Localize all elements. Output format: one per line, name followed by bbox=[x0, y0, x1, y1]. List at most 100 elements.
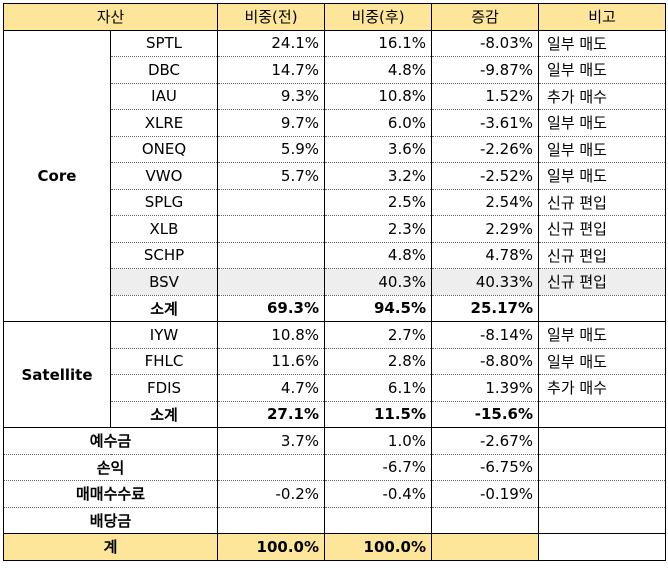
ticker-cell: IYW bbox=[110, 321, 219, 349]
weight-after-cell: 4.8% bbox=[324, 242, 433, 269]
change-cell: 40.33% bbox=[431, 268, 540, 296]
weight-after-cell: 4.8% bbox=[324, 56, 433, 84]
weight-before-cell: 11.6% bbox=[217, 348, 326, 375]
table-row: ONEQ 5.9% 3.6% -2.26% 일부 매도 bbox=[4, 136, 667, 163]
weight-after-cell: 10.8% bbox=[324, 83, 433, 110]
table-row: Core SPTL 24.1% 16.1% -8.03% 일부 매도 bbox=[3, 30, 667, 322]
weight-before-cell: 5.9% bbox=[217, 136, 326, 163]
change-cell: 2.54% bbox=[431, 189, 540, 216]
change-cell: -2.52% bbox=[431, 162, 540, 190]
weight-after-cell bbox=[324, 507, 433, 534]
note-cell: 신규 편입 bbox=[538, 268, 667, 296]
group-label-core: Core bbox=[3, 30, 111, 322]
weight-after-cell: 2.8% bbox=[324, 348, 433, 375]
subtotal-change: 25.17% bbox=[431, 295, 540, 322]
note-cell: 일부 매도 bbox=[538, 348, 667, 375]
weight-after-cell: 6.1% bbox=[324, 374, 433, 402]
header-row: 자산 비중(전) 비중(후) 증감 비고 bbox=[2, 3, 667, 31]
change-cell: -8.03% bbox=[431, 30, 540, 57]
ticker-cell: SCHP bbox=[110, 242, 219, 269]
subtotal-change: -15.6% bbox=[431, 401, 540, 428]
table-row: 손익 -6.7% -6.75% bbox=[2, 454, 667, 481]
subtotal-note bbox=[538, 401, 667, 428]
weight-after-cell: 2.3% bbox=[324, 215, 433, 243]
note-cell bbox=[538, 454, 667, 481]
subtotal-label: 소계 bbox=[110, 295, 219, 322]
row-label: 손익 bbox=[2, 454, 219, 481]
table-row: 배당금 bbox=[2, 507, 667, 534]
row-label: 예수금 bbox=[2, 427, 219, 455]
row-label: 배당금 bbox=[2, 507, 219, 534]
weight-before-cell bbox=[217, 507, 326, 534]
weight-after-cell: 16.1% bbox=[324, 30, 433, 57]
table-row: Satellite IYW 10.8% 2.7% -8.14% 일부 매도 bbox=[3, 321, 667, 428]
weight-after-cell: 6.0% bbox=[324, 109, 433, 137]
change-cell: 2.29% bbox=[431, 215, 540, 243]
total-change bbox=[431, 533, 540, 561]
change-cell: -0.19% bbox=[431, 480, 540, 508]
ticker-cell: VWO bbox=[110, 162, 219, 190]
ticker-cell: FHLC bbox=[110, 348, 219, 375]
table-row: 예수금 3.7% 1.0% -2.67% bbox=[2, 427, 667, 455]
change-cell bbox=[431, 507, 540, 534]
note-cell: 일부 매도 bbox=[538, 321, 667, 349]
change-cell: 4.78% bbox=[431, 242, 540, 269]
weight-after-cell: -0.4% bbox=[324, 480, 433, 508]
weight-before-cell bbox=[217, 268, 326, 296]
table-row: SPLG 2.5% 2.54% 신규 편입 bbox=[4, 189, 667, 216]
ticker-cell: DBC bbox=[110, 56, 219, 84]
change-cell: -6.75% bbox=[431, 454, 540, 481]
change-cell: -3.61% bbox=[431, 109, 540, 137]
table-row: SCHP 4.8% 4.78% 신규 편입 bbox=[4, 242, 667, 269]
weight-before-cell bbox=[217, 242, 326, 269]
weight-before-cell: 14.7% bbox=[217, 56, 326, 84]
note-cell: 신규 편입 bbox=[538, 189, 667, 216]
total-before: 100.0% bbox=[217, 533, 326, 561]
ticker-cell: FDIS bbox=[110, 374, 219, 402]
total-row: 계 100.0% 100.0% bbox=[2, 533, 667, 561]
total-note bbox=[538, 533, 667, 561]
col-header-note: 비고 bbox=[538, 3, 667, 31]
weight-before-cell bbox=[217, 189, 326, 216]
col-header-asset: 자산 bbox=[2, 3, 219, 31]
ticker-cell: SPTL bbox=[110, 30, 219, 57]
col-header-weight-before: 비중(전) bbox=[217, 3, 326, 31]
weight-before-cell bbox=[217, 454, 326, 481]
table-row: IAU 9.3% 10.8% 1.52% 추가 매수 bbox=[4, 83, 667, 110]
table-row: VWO 5.7% 3.2% -2.52% 일부 매도 bbox=[4, 162, 667, 190]
allocation-table: 자산 비중(전) 비중(후) 증감 비고 Core SPTL 24.1% 16.… bbox=[2, 3, 667, 561]
table-row: XLRE 9.7% 6.0% -3.61% 일부 매도 bbox=[4, 109, 667, 137]
col-header-weight-after: 비중(후) bbox=[324, 3, 433, 31]
note-cell: 추가 매수 bbox=[538, 374, 667, 402]
table-row: 매매수수료 -0.2% -0.4% -0.19% bbox=[2, 480, 667, 508]
note-cell: 신규 편입 bbox=[538, 215, 667, 243]
subtotal-before: 69.3% bbox=[217, 295, 326, 322]
ticker-cell: XLB bbox=[110, 215, 219, 243]
weight-after-cell: 2.7% bbox=[324, 321, 433, 349]
group-label-satellite: Satellite bbox=[3, 321, 111, 428]
weight-before-cell: 3.7% bbox=[217, 427, 326, 455]
weight-before-cell bbox=[217, 215, 326, 243]
ticker-cell: BSV bbox=[110, 268, 219, 296]
table-row-highlighted: BSV 40.3% 40.33% 신규 편입 bbox=[4, 268, 667, 296]
note-cell: 일부 매도 bbox=[538, 30, 667, 57]
weight-before-cell: 4.7% bbox=[217, 374, 326, 402]
change-cell: 1.52% bbox=[431, 83, 540, 110]
note-cell: 일부 매도 bbox=[538, 109, 667, 137]
change-cell: -9.87% bbox=[431, 56, 540, 84]
weight-after-cell: 3.2% bbox=[324, 162, 433, 190]
row-label: 매매수수료 bbox=[2, 480, 219, 508]
note-cell bbox=[538, 507, 667, 534]
note-cell: 일부 매도 bbox=[538, 136, 667, 163]
note-cell: 일부 매도 bbox=[538, 56, 667, 84]
note-cell bbox=[538, 480, 667, 508]
change-cell: -2.26% bbox=[431, 136, 540, 163]
weight-before-cell: 10.8% bbox=[217, 321, 326, 349]
weight-after-cell: 1.0% bbox=[324, 427, 433, 455]
change-cell: 1.39% bbox=[431, 374, 540, 402]
change-cell: -2.67% bbox=[431, 427, 540, 455]
weight-before-cell: 9.7% bbox=[217, 109, 326, 137]
subtotal-label: 소계 bbox=[110, 401, 219, 428]
change-cell: -8.14% bbox=[431, 321, 540, 349]
note-cell: 신규 편입 bbox=[538, 242, 667, 269]
